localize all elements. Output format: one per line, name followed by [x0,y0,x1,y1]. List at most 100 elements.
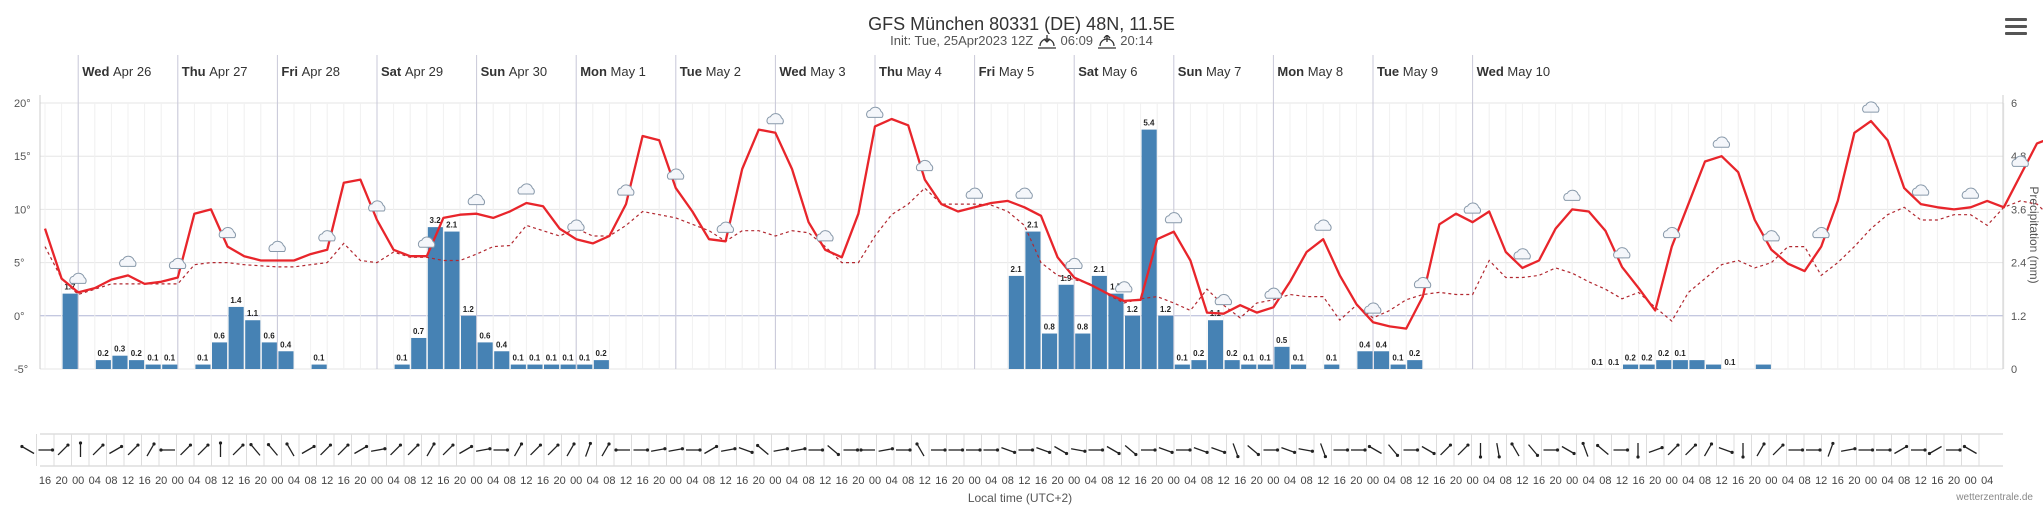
hour-tick-label: 20 [1251,475,1263,487]
precip-bar [1025,231,1041,369]
wind-arrow-head [750,450,754,454]
wind-arrow-head [1572,451,1576,456]
precip-value-label: 0.8 [1077,323,1089,332]
wind-arrow-head [1625,448,1630,452]
hour-tick-label: 08 [205,475,217,487]
precip-bar [278,351,294,369]
temp-tick-label: 5° [14,258,25,270]
wind-arrow [1582,443,1589,457]
hour-tick-label: 16 [1234,475,1246,487]
temp-tick-label: 20° [14,98,31,110]
wind-arrow-head [312,444,316,449]
weather-cloud-icon [965,187,984,199]
wind-arrow-head [1730,450,1734,454]
precip-value-label: 0.2 [131,349,143,358]
hour-tick-label: 00 [869,475,881,487]
precip-value-label: 0.2 [1641,354,1653,363]
source-credit[interactable]: wetterzentrale.de [1956,492,2033,503]
precip-value-label: 0.1 [1260,354,1272,363]
wind-arrow [720,448,736,452]
hour-tick-label: 08 [1400,475,1412,487]
wind-arrow-head [383,447,387,451]
wind-arrow-head [249,443,253,447]
precip-bar [510,364,526,369]
wind-arrow [1054,445,1067,455]
wind-arrow-head [1676,443,1680,447]
wind-arrow-head [66,443,70,447]
precip-value-label: 2.1 [1011,265,1023,274]
hour-tick-label: 20 [952,475,964,487]
precip-value-label: 0.1 [546,354,558,363]
hour-tick-label: 08 [1898,475,1910,487]
precip-bar [1639,364,1655,369]
hour-tick-label: 16 [39,475,51,487]
day-label: Sat Apr 29 [381,64,443,79]
weather-cloud-icon [716,221,735,233]
hour-tick-label: 04 [1085,475,1097,487]
wind-arrow [1124,445,1137,455]
wind-arrow-head [995,448,1000,452]
precip-value-label: 0.1 [1724,358,1736,367]
precip-value-label: 0.2 [1409,349,1421,358]
weather-cloud-icon [1264,287,1282,299]
wind-arrow-head [1904,444,1909,449]
hour-tick-label: 16 [836,475,848,487]
wind-arrow-head [680,447,684,451]
precip-value-label: 0.6 [214,331,226,340]
hour-tick-label: 20 [1151,475,1163,487]
hour-tick-label: 20 [1848,475,1860,487]
weather-cloud-icon [318,230,336,242]
day-label: Tue May 2 [680,64,741,79]
precip-tick-label: 2.4 [2011,258,2026,270]
hour-tick-label: 12 [321,475,333,487]
hour-tick-label: 04 [686,475,698,487]
precip-bar [1291,364,1307,369]
precip-bar [527,364,543,369]
precip-value-label: 0.1 [562,354,574,363]
precip-bar [1158,315,1174,369]
wind-arrow-head [1205,450,1209,454]
weather-cloud-icon [567,219,585,231]
hour-tick-label: 00 [1865,475,1877,487]
wind-arrow-head [614,448,618,452]
wind-arrow-head [328,443,333,447]
wind-arrow-head [1153,448,1157,452]
wind-arrow-head [1222,450,1227,454]
hour-tick-label: 00 [570,475,582,487]
hour-tick-label: 00 [1267,475,1279,487]
precip-value-label: 0.1 [1675,349,1687,358]
precip-bar [1241,364,1257,369]
wind-arrow-head [785,447,789,451]
precip-value-label: 0.1 [1592,358,1604,367]
wind-arrow [1298,448,1313,452]
day-label: Sun May 7 [1178,64,1242,79]
precip-bar [1672,360,1688,369]
hour-tick-label: 20 [255,475,267,487]
wind-arrow-head [915,442,919,446]
precip-value-label: 0.1 [164,354,176,363]
wind-arrow [704,445,717,455]
wind-arrow-head [505,448,510,452]
hour-tick-label: 00 [769,475,781,487]
precip-value-label: 0.2 [596,349,608,358]
wind-arrow [1756,443,1765,457]
wind-arrow [1193,446,1208,454]
wind-arrow-head [1432,451,1436,456]
wind-arrow [1211,446,1225,454]
wind-arrow-head [663,447,667,451]
weather-cloud-icon [1812,226,1830,239]
menu-icon[interactable] [2005,18,2027,38]
hour-tick-label: 16 [1134,475,1146,487]
dewpoint-line [44,187,2043,323]
wind-arrow-head [1100,448,1105,452]
wind-arrow-head [803,447,807,451]
weather-cloud-icon [218,226,237,239]
wind-arrow-head [488,447,492,451]
wind-arrow [197,444,209,456]
wind-arrow [1440,444,1451,456]
hour-tick-label: 16 [238,475,250,487]
day-label: Sat May 6 [1078,64,1137,79]
wind-arrow [916,443,925,457]
precip-bar [1390,364,1406,369]
wind-arrow [92,444,104,456]
